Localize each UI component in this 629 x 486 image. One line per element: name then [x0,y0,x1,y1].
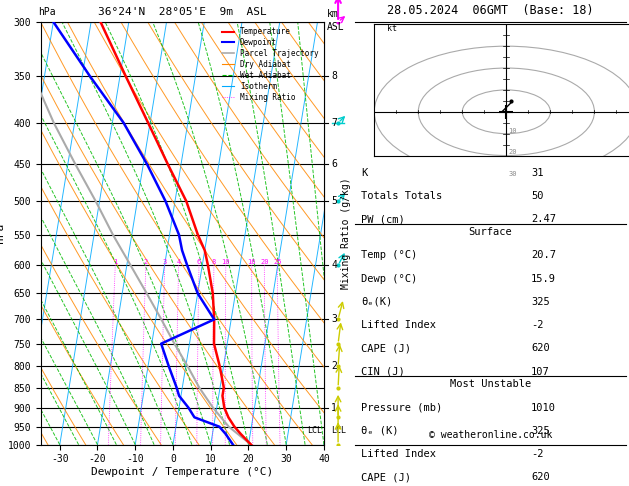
Text: Totals Totals: Totals Totals [361,191,442,201]
Text: 4: 4 [177,260,181,265]
Text: 620: 620 [532,343,550,353]
Text: Temp (°C): Temp (°C) [361,250,417,260]
Text: 4: 4 [331,260,337,270]
Text: 1: 1 [331,403,337,413]
Text: 20: 20 [509,149,517,156]
Text: 2: 2 [143,260,148,265]
Text: 7: 7 [331,118,337,128]
Text: 2: 2 [331,361,337,371]
X-axis label: Dewpoint / Temperature (°C): Dewpoint / Temperature (°C) [91,467,274,477]
Text: PW (cm): PW (cm) [361,214,404,224]
Text: 5: 5 [331,196,337,206]
Text: 30: 30 [509,171,517,177]
Text: Most Unstable: Most Unstable [450,380,532,389]
Text: LCL: LCL [307,426,322,435]
Text: Lifted Index: Lifted Index [361,320,436,330]
Text: 620: 620 [532,472,550,483]
Text: 325: 325 [532,297,550,307]
Text: -2: -2 [532,320,543,330]
Text: CIN (J): CIN (J) [361,366,404,377]
Text: -2: -2 [532,449,543,459]
Text: 8: 8 [212,260,216,265]
Text: Dewp (°C): Dewp (°C) [361,274,417,283]
Text: 3: 3 [163,260,167,265]
Text: 2.47: 2.47 [532,214,556,224]
Text: ASL: ASL [327,21,345,32]
Text: 28.05.2024  06GMT  (Base: 18): 28.05.2024 06GMT (Base: 18) [387,4,594,17]
Text: LCL: LCL [331,426,346,435]
Text: 16: 16 [247,260,256,265]
Text: 6: 6 [197,260,201,265]
Text: 15.9: 15.9 [532,274,556,283]
Text: CAPE (J): CAPE (J) [361,472,411,483]
Text: 25: 25 [273,260,282,265]
Text: Pressure (mb): Pressure (mb) [361,402,442,413]
Text: 10: 10 [221,260,230,265]
Text: 1: 1 [113,260,118,265]
Text: 1010: 1010 [532,402,556,413]
Text: 3: 3 [331,314,337,325]
Text: 10: 10 [509,127,517,134]
Text: © weatheronline.co.uk: © weatheronline.co.uk [429,431,552,440]
Legend: Temperature, Dewpoint, Parcel Trajectory, Dry Adiabat, Wet Adiabat, Isotherm, Mi: Temperature, Dewpoint, Parcel Trajectory… [221,26,320,103]
Text: 20.7: 20.7 [532,250,556,260]
Text: 6: 6 [331,159,337,169]
Text: 50: 50 [532,191,543,201]
Text: 36°24'N  28°05'E  9m  ASL: 36°24'N 28°05'E 9m ASL [98,7,267,17]
Text: 20: 20 [260,260,269,265]
Text: Lifted Index: Lifted Index [361,449,436,459]
Text: km: km [327,9,339,19]
Text: θₑ(K): θₑ(K) [361,297,392,307]
Y-axis label: hPa: hPa [0,223,5,243]
Text: kt: kt [387,24,398,33]
Text: 325: 325 [532,426,550,436]
Text: CAPE (J): CAPE (J) [361,343,411,353]
Text: Surface: Surface [469,227,513,237]
Text: 107: 107 [532,366,550,377]
Text: K: K [361,168,367,178]
Text: Mixing Ratio (g/kg): Mixing Ratio (g/kg) [341,177,351,289]
Text: 31: 31 [532,168,543,178]
Text: hPa: hPa [38,7,55,17]
Text: θₑ (K): θₑ (K) [361,426,398,436]
Text: 8: 8 [331,71,337,81]
